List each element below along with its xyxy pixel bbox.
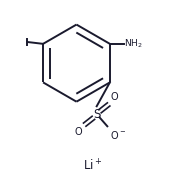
Text: Li$^+$: Li$^+$ bbox=[83, 158, 103, 174]
Text: NH$_2$: NH$_2$ bbox=[124, 38, 143, 50]
Text: S: S bbox=[93, 108, 100, 121]
Text: O: O bbox=[111, 92, 119, 102]
Text: O$^-$: O$^-$ bbox=[110, 129, 126, 141]
Text: O: O bbox=[74, 127, 82, 137]
